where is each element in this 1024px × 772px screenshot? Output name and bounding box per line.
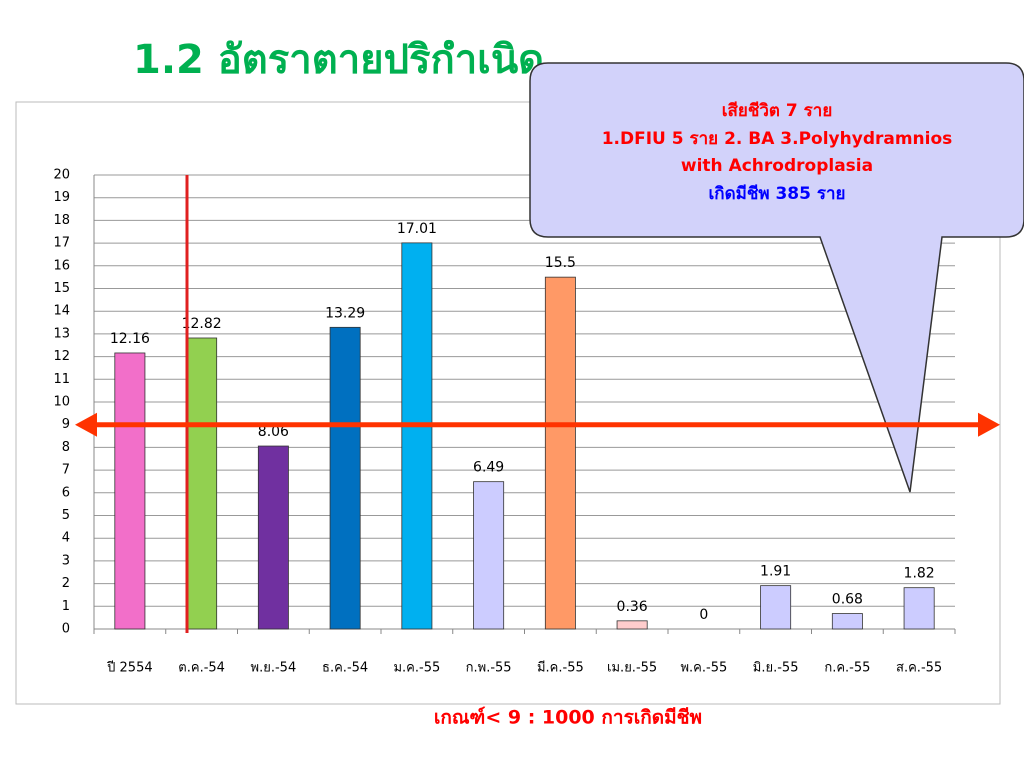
y-tick-label: 17 (53, 236, 70, 251)
bar (544, 276, 576, 630)
value-label: 15.5 (545, 255, 576, 271)
value-label: 13.29 (325, 305, 365, 321)
footer-note: เกณฑ์< 9 : 1000 การเกิดมีชีพ (434, 707, 702, 729)
bar (329, 326, 361, 630)
bar (186, 337, 218, 630)
y-tick-label: 13 (53, 326, 70, 341)
value-label: 0.68 (832, 592, 863, 608)
value-label: 0.36 (617, 599, 648, 615)
y-tick-label: 15 (53, 281, 70, 296)
y-tick-label: 2 (62, 576, 70, 591)
y-tick-label: 10 (53, 395, 70, 410)
callout-line: เสียชีวิต 7 ราย (722, 100, 833, 121)
x-tick-label: ก.พ.-55 (466, 661, 512, 676)
slide-title: 1.2 อัตราตายปริกำเนิด (133, 37, 544, 83)
y-tick-label: 5 (62, 508, 70, 523)
y-tick-label: 7 (62, 463, 70, 478)
callout-births: เกิดมีชีพ 385 ราย (708, 183, 845, 204)
y-tick-label: 4 (62, 531, 70, 546)
x-tick-label: พ.ค.-55 (680, 661, 727, 676)
y-tick-label: 12 (53, 349, 70, 364)
value-label: 1.91 (760, 564, 791, 580)
x-tick-label: ธ.ค.-54 (322, 661, 368, 676)
bar (616, 620, 648, 630)
y-tick-label: 3 (62, 553, 70, 568)
y-tick-label: 19 (53, 190, 70, 205)
callout-box (529, 62, 1024, 493)
x-tick-label: เม.ย.-55 (607, 661, 657, 676)
x-tick-label: ม.ค.-55 (393, 661, 440, 676)
y-tick-label: 8 (62, 440, 70, 455)
y-tick-label: 11 (53, 372, 70, 387)
bar (831, 613, 863, 630)
y-tick-label: 20 (53, 168, 70, 183)
callout-line: with Achrodroplasia (681, 156, 873, 176)
x-tick-label: มิ.ย.-55 (753, 661, 799, 676)
x-tick-label: ก.ค.-55 (824, 661, 870, 676)
y-tick-label: 18 (53, 213, 70, 228)
y-tick-label: 1 (62, 599, 70, 614)
y-tick-label: 14 (53, 304, 70, 319)
value-label: 12.82 (182, 316, 222, 332)
value-label: 6.49 (473, 460, 504, 476)
y-tick-label: 16 (53, 258, 70, 273)
x-tick-label: ส.ค.-55 (896, 661, 942, 676)
x-tick-label: มี.ค.-55 (537, 660, 584, 676)
bar (473, 481, 505, 630)
y-tick-label: 6 (62, 485, 70, 500)
value-label: 12.16 (110, 331, 150, 347)
x-tick-label: ปี 2554 (106, 660, 152, 676)
bar (401, 242, 433, 630)
callout-line: 1.DFIU 5 ราย 2. BA 3.Polyhydramnios (602, 129, 953, 149)
bar (903, 587, 935, 630)
value-label: 8.06 (258, 424, 289, 440)
value-label: 17.01 (397, 221, 437, 237)
reference-arrowhead (75, 412, 97, 437)
x-tick-label: ต.ค.-54 (178, 661, 225, 676)
bar (257, 445, 289, 630)
reference-arrowhead (978, 412, 1000, 437)
bar (760, 585, 792, 630)
y-tick-label: 0 (62, 622, 70, 637)
x-tick-label: พ.ย.-54 (251, 661, 297, 676)
y-tick-label: 9 (62, 417, 70, 432)
value-label: 0 (699, 607, 708, 623)
bar (114, 352, 146, 630)
value-label: 1.82 (904, 566, 935, 582)
